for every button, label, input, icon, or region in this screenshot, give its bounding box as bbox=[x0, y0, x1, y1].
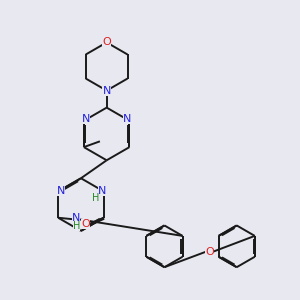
Text: O: O bbox=[102, 38, 111, 47]
Text: N: N bbox=[82, 115, 90, 124]
Text: H: H bbox=[92, 194, 99, 203]
Text: O: O bbox=[205, 247, 214, 256]
Text: O: O bbox=[81, 219, 90, 229]
Text: N: N bbox=[103, 85, 111, 96]
Text: N: N bbox=[123, 115, 131, 124]
Text: H: H bbox=[73, 221, 80, 231]
Text: N: N bbox=[72, 213, 80, 223]
Text: N: N bbox=[56, 186, 65, 197]
Text: N: N bbox=[98, 186, 106, 197]
